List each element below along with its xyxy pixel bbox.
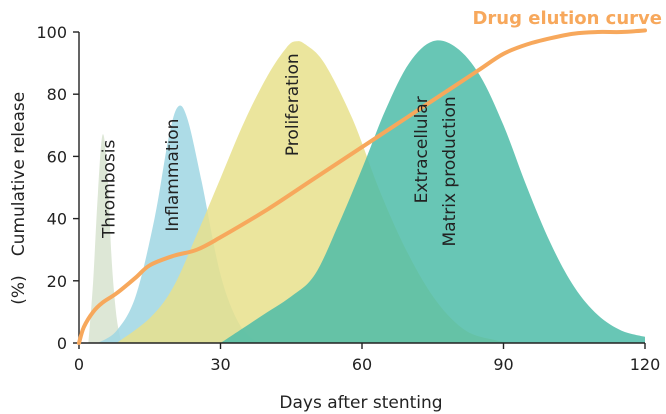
y-tick-label: 0 bbox=[57, 334, 67, 353]
x-tick-label: 0 bbox=[74, 355, 84, 374]
x-axis-title: Days after stenting bbox=[279, 393, 442, 413]
x-tick-label: 120 bbox=[630, 355, 661, 374]
y-axis-title: Cumulative release bbox=[9, 92, 29, 256]
y-axis-unit: (%) bbox=[9, 275, 29, 304]
x-tick-label: 30 bbox=[210, 355, 230, 374]
y-tick-label: 40 bbox=[47, 210, 67, 229]
y-tick-label: 100 bbox=[36, 23, 67, 42]
phase-label-extracellular-matrix-production: Extracellular Matrix production bbox=[412, 96, 460, 246]
phase-areas bbox=[88, 40, 645, 344]
drug-elution-series bbox=[77, 28, 647, 345]
phase-area-extracellular-matrix-production bbox=[220, 40, 645, 344]
x-tick-label: 90 bbox=[493, 355, 513, 374]
phase-label-inflammation: Inflammation bbox=[163, 119, 183, 232]
phase-area-thrombosis bbox=[88, 134, 122, 343]
series-line-drug-elution-curve bbox=[77, 28, 647, 345]
x-tick-label: 60 bbox=[352, 355, 372, 374]
drug-elution-curve-label: Drug elution curve bbox=[472, 8, 662, 29]
phase-label-proliferation: Proliferation bbox=[283, 53, 303, 156]
y-tick-label: 20 bbox=[47, 272, 67, 291]
y-tick-label: 80 bbox=[47, 85, 67, 104]
ticks: 0 30 60 90 120 0 20 40 60 80 100 bbox=[36, 23, 660, 374]
y-tick-label: 60 bbox=[47, 147, 67, 166]
phase-label-thrombosis: Thrombosis bbox=[100, 139, 120, 239]
phase-labels: Thrombosis Inflammation Proliferation Extra… bbox=[100, 53, 460, 246]
